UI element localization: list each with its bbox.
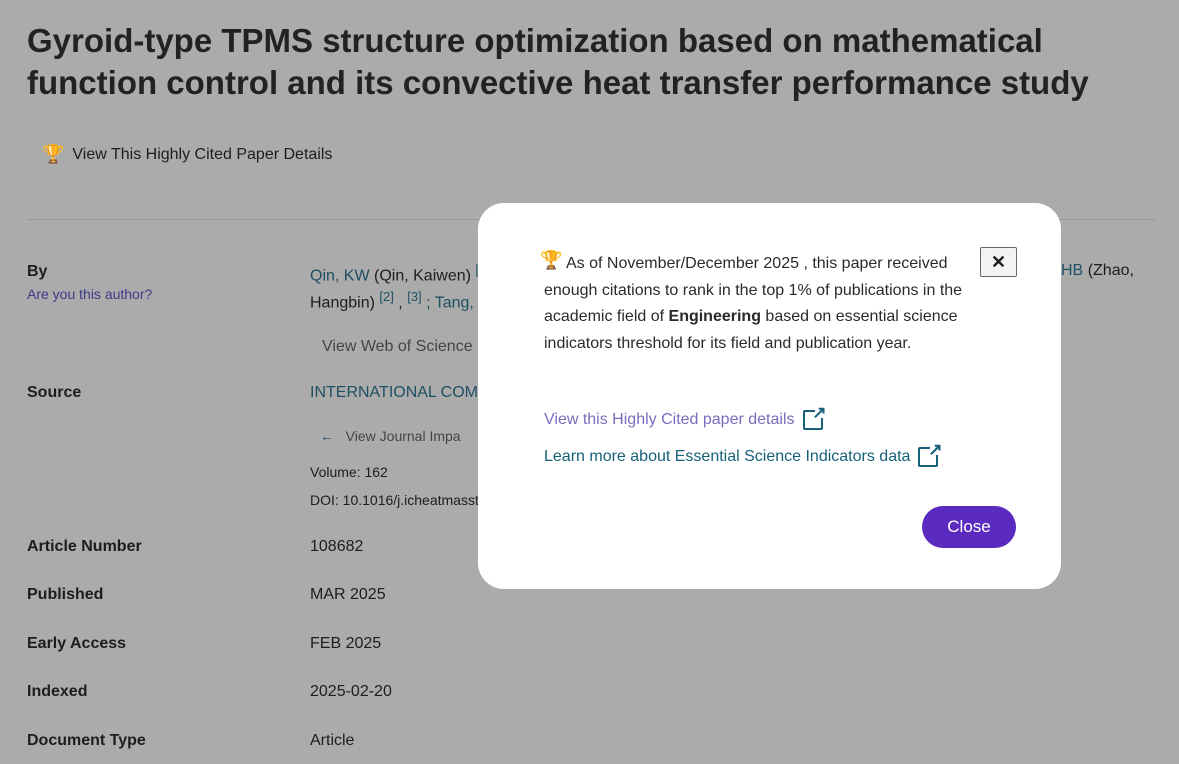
highly-cited-paper-link[interactable]: 🏆 View This Highly Cited Paper Details bbox=[42, 144, 332, 165]
are-you-author-link[interactable]: Are you this author? bbox=[27, 286, 153, 302]
learn-more-esi-link[interactable]: Learn more about Essential Science Indic… bbox=[544, 440, 942, 467]
affiliation-ref[interactable]: [3] bbox=[407, 289, 422, 304]
external-link-icon bbox=[918, 440, 942, 467]
author-link[interactable]: Qin, KW bbox=[310, 267, 370, 285]
published-value: MAR 2025 bbox=[310, 586, 386, 603]
indexed-label: Indexed bbox=[27, 683, 88, 700]
close-x-button[interactable]: ✕ bbox=[980, 247, 1017, 277]
author-fullname: Hangbin) bbox=[310, 294, 375, 312]
modal-message: 🏆 As of November/December 2025 , this pap… bbox=[540, 250, 964, 357]
by-label: By bbox=[27, 263, 48, 280]
document-type-label: Document Type bbox=[27, 732, 146, 749]
indexed-value: 2025-02-20 bbox=[310, 683, 392, 700]
close-icon: ✕ bbox=[990, 251, 1007, 272]
volume: Volume: 162 bbox=[310, 464, 388, 480]
trophy-icon: 🏆 bbox=[540, 250, 563, 270]
page-title: Gyroid-type TPMS structure optimization … bbox=[27, 22, 1089, 101]
view-wos-researcher-button[interactable]: View Web of Science bbox=[322, 338, 473, 355]
journal-link[interactable]: INTERNATIONAL COMM bbox=[310, 384, 492, 401]
article-number-value: 108682 bbox=[310, 538, 364, 555]
early-access-label: Early Access bbox=[27, 635, 127, 652]
author-link[interactable]: HB bbox=[1061, 262, 1084, 279]
modal-text: As of November/December 2025 , this pape… bbox=[544, 255, 963, 325]
link-label: Learn more about Essential Science Indic… bbox=[544, 448, 911, 465]
authors-line-2: Hangbin) [2] , [3] ; Tang, bbox=[310, 289, 474, 312]
doi: DOI: 10.1016/j.icheatmasst bbox=[310, 492, 479, 508]
external-link-icon bbox=[802, 403, 827, 430]
highly-cited-modal: 🏆 As of November/December 2025 , this pap… bbox=[478, 203, 1061, 589]
view-highly-cited-link[interactable]: View this Highly Cited paper details bbox=[544, 403, 827, 430]
field-name: Engineering bbox=[668, 308, 761, 325]
published-label: Published bbox=[27, 586, 104, 603]
arrow-left-icon: ← bbox=[320, 428, 334, 444]
author-zhao: HB (Zhao, bbox=[1061, 262, 1134, 280]
journal-impact-button[interactable]: ← View Journal Impa bbox=[320, 428, 461, 444]
document-type-value: Article bbox=[310, 732, 355, 749]
link-label: View this Highly Cited paper details bbox=[544, 411, 795, 428]
modal-text-end: based on essential science indicators th… bbox=[544, 308, 958, 352]
author-fullname: (Zhao, bbox=[1087, 262, 1134, 279]
author-link[interactable]: ; Tang, bbox=[426, 294, 474, 312]
close-button[interactable]: Close bbox=[922, 506, 1016, 548]
affiliation-ref[interactable]: [2] bbox=[379, 289, 394, 304]
article-number-label: Article Number bbox=[27, 538, 142, 555]
trophy-icon: 🏆 bbox=[42, 144, 65, 164]
early-access-value: FEB 2025 bbox=[310, 635, 382, 652]
highly-cited-label: View This Highly Cited Paper Details bbox=[72, 145, 333, 163]
author-fullname: (Qin, Kaiwen) bbox=[374, 267, 471, 285]
authors-line-1: Qin, KW (Qin, Kaiwen) [ bbox=[310, 262, 479, 285]
journal-impact-label: View Journal Impa bbox=[345, 428, 461, 444]
source-label: Source bbox=[27, 384, 82, 401]
affiliation-ref[interactable]: [ bbox=[475, 262, 479, 277]
